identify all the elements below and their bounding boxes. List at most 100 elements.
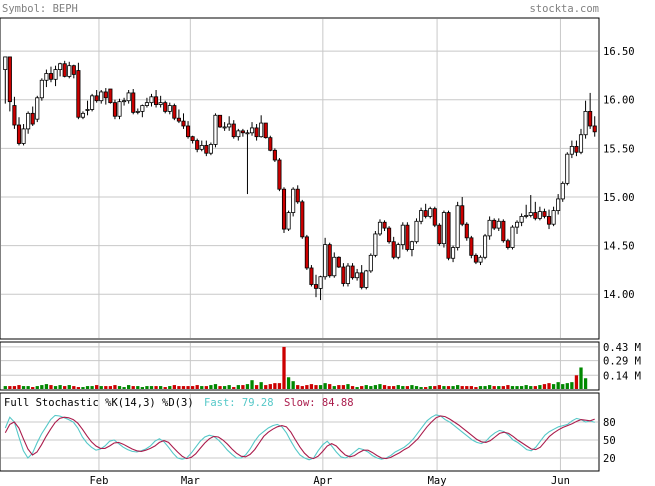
volume-bar [414, 386, 419, 389]
volume-bar [314, 385, 318, 389]
candle-body [341, 266, 346, 284]
candle-body [186, 125, 191, 138]
candle-body [35, 97, 40, 120]
candle-body [359, 272, 364, 288]
volume-bar [515, 386, 519, 389]
candle-body [117, 101, 122, 117]
volume-bar [117, 386, 122, 389]
volume-bar [378, 384, 382, 389]
x-tick-label: Feb [89, 475, 108, 486]
volume-bar [81, 387, 85, 389]
volume-bar [529, 386, 533, 389]
volume-bar [487, 385, 492, 389]
candle-body [144, 102, 149, 106]
candle-body [217, 114, 223, 128]
volume-bar [104, 386, 108, 389]
candle-body [108, 88, 113, 104]
volume-bar [250, 380, 254, 389]
candle-body [30, 112, 35, 125]
candle-body [533, 212, 538, 219]
volume-bar [551, 384, 556, 389]
volume-tick-label: 0.14 M [603, 370, 641, 382]
candle-body [126, 92, 131, 102]
candle-body [377, 221, 383, 235]
volume-bar [360, 386, 364, 389]
volume-bar [355, 387, 359, 389]
volume-bar [337, 385, 341, 389]
volume-bar [99, 386, 103, 389]
price-panel [0, 17, 600, 340]
candle-body [528, 212, 533, 216]
volume-bar [232, 387, 236, 389]
candle-body [7, 56, 12, 103]
stochastic-tick-label: 50 [603, 435, 616, 447]
fast-value-label: Fast: 79.28 [204, 397, 274, 409]
candle-body [58, 63, 63, 70]
candle-body [478, 256, 483, 263]
candle-body [428, 208, 433, 217]
candle-body [85, 109, 90, 111]
volume-bar [442, 386, 446, 389]
volume-bar [122, 387, 126, 389]
candle-body [21, 128, 26, 144]
volume-bar [163, 387, 167, 389]
volume-bar [547, 383, 551, 389]
volume-bar [538, 385, 542, 389]
candle-body [158, 102, 163, 105]
volume-bar [465, 386, 469, 389]
volume-bar [419, 387, 423, 389]
candle-body [99, 91, 104, 102]
candle-body [437, 224, 442, 245]
candle-body [519, 216, 524, 223]
candle-body [103, 91, 108, 99]
volume-bar [410, 385, 414, 389]
candle-body [67, 65, 72, 77]
volume-bar [245, 384, 250, 389]
volume-bar [63, 386, 67, 389]
volume-bar [437, 385, 442, 389]
fast-line [4, 414, 595, 461]
candle-body [451, 247, 456, 259]
volume-bar [195, 385, 199, 389]
volume-bar [241, 385, 245, 389]
volume-bar [222, 386, 227, 389]
price-tick-label: 14.50 [603, 241, 635, 253]
candle-body [492, 219, 497, 229]
price-tick-label: 15.00 [603, 192, 635, 204]
volume-bar [40, 385, 44, 389]
candle-body [213, 114, 218, 145]
volume-bar [478, 386, 483, 389]
candle-body [546, 216, 552, 225]
candle-body [190, 136, 195, 141]
candle-body [167, 105, 172, 112]
candle-body [112, 102, 117, 117]
candle-body [542, 211, 547, 217]
volume-bar [168, 386, 172, 389]
candle-body [195, 140, 200, 150]
candle-body [455, 205, 460, 248]
volume-bar [387, 386, 391, 389]
volume-bars [3, 346, 588, 389]
volume-bar [277, 383, 282, 389]
volume-bar [12, 386, 17, 389]
volume-bar [296, 385, 300, 389]
volume-bar [213, 384, 218, 389]
volume-bar [497, 386, 501, 389]
volume-bar [209, 385, 213, 389]
candle-body [496, 220, 501, 229]
volume-bar [428, 386, 432, 389]
candle-body [473, 254, 478, 263]
candle-body [135, 110, 140, 113]
volume-bar [286, 377, 291, 389]
candle-body [236, 130, 241, 138]
volume-bar [44, 384, 49, 389]
slow-value-label: Slow: 84.88 [284, 397, 354, 409]
candle-body [149, 96, 154, 104]
volume-bar [218, 386, 222, 389]
volume-bar [282, 346, 286, 389]
candle-body [391, 241, 396, 258]
volume-bar [396, 385, 400, 389]
candle-body [62, 63, 67, 77]
volume-bar [446, 386, 451, 389]
